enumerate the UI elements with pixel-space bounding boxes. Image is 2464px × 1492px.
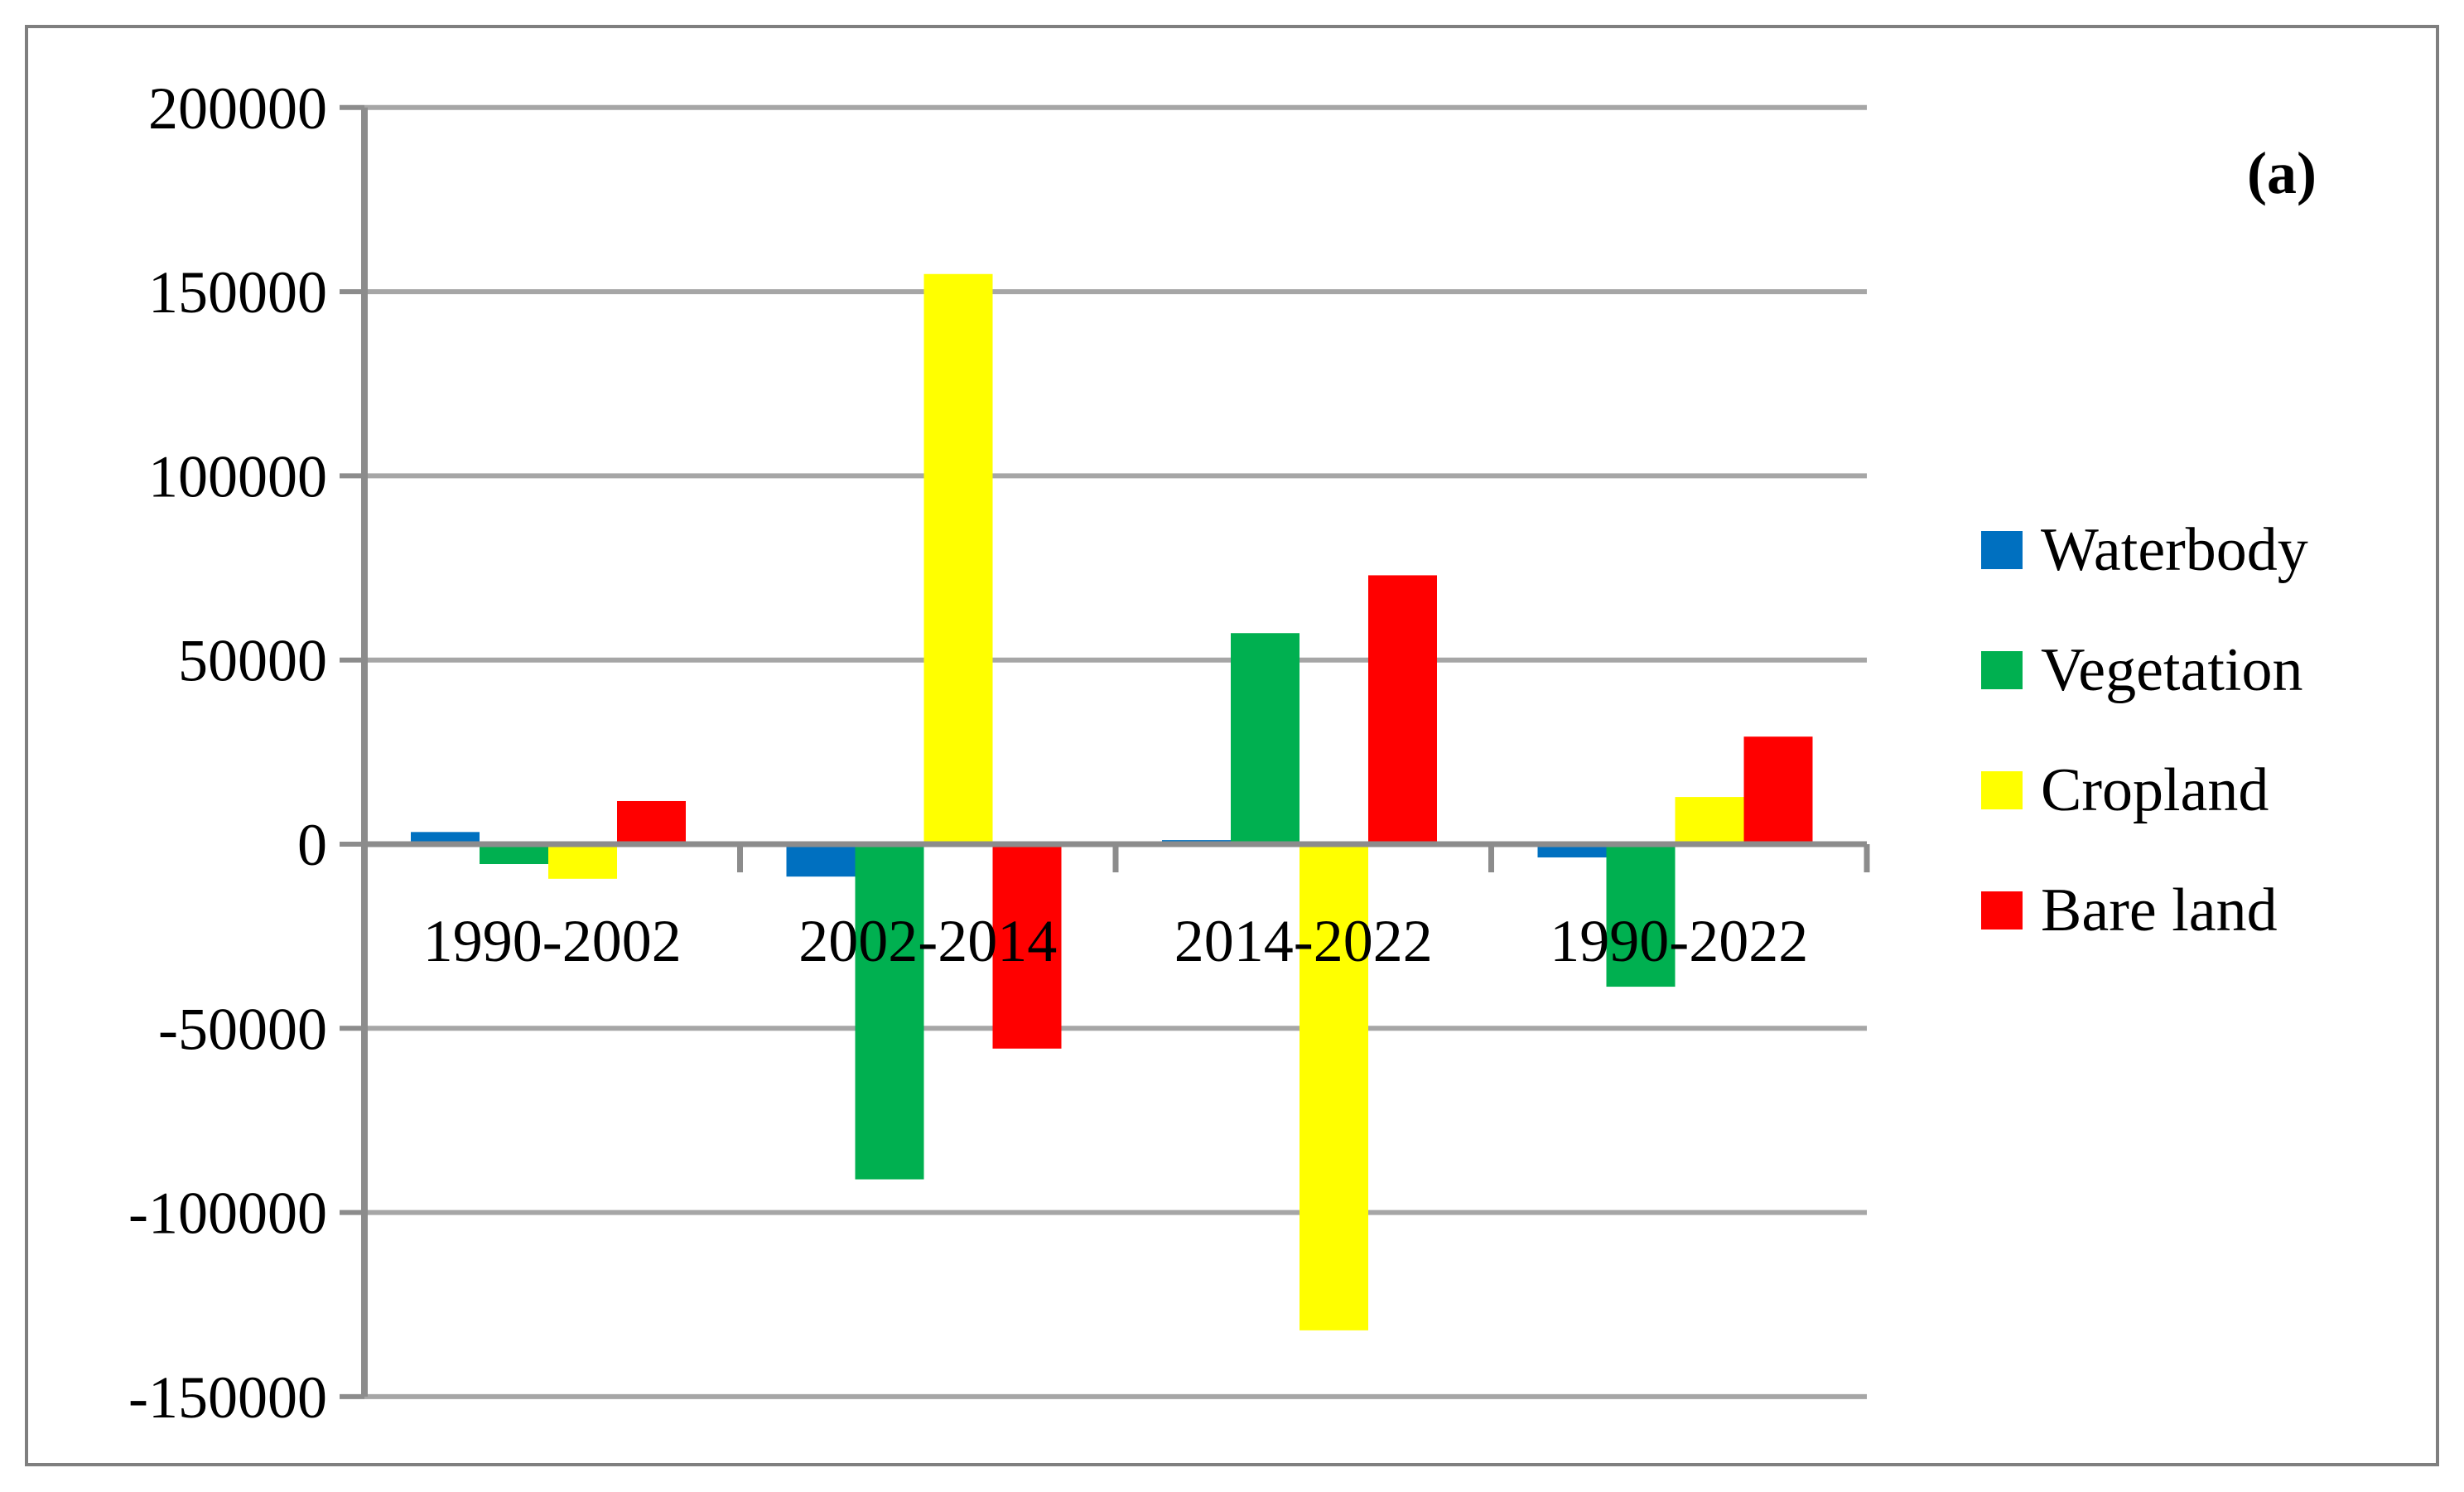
bar-cropland-1990-2002 [548, 844, 617, 879]
bar-vegetation-2002-2014 [855, 844, 924, 1180]
legend: Waterbody Vegetation Cropland Bare land [1981, 519, 2428, 1011]
bar-vegetation-1990-2002 [480, 844, 548, 865]
legend-label-cropland: Cropland [2041, 756, 2269, 824]
y-axis-label-200000: 200000 [148, 75, 327, 142]
bar-vegetation-2014-2022 [1231, 633, 1300, 844]
legend-label-vegetation: Vegetation [2041, 636, 2303, 704]
legend-swatch-waterbody [1981, 531, 2023, 569]
legend-item-cropland: Cropland [1981, 760, 2428, 821]
bar-bare-land-1990-2022 [1743, 736, 1813, 844]
bar-waterbody-2002-2014 [786, 844, 856, 877]
legend-item-vegetation: Vegetation [1981, 640, 2428, 701]
y-axis-label--100000: -100000 [128, 1181, 327, 1247]
y-axis-label-50000: 50000 [178, 628, 327, 694]
legend-label-bare-land: Bare land [2041, 876, 2278, 944]
legend-label-waterbody: Waterbody [2041, 516, 2308, 584]
x-axis-label-1990-2002: 1990-2002 [423, 908, 682, 974]
y-axis-label-100000: 100000 [148, 443, 327, 509]
x-axis-label-1990-2022: 1990-2022 [1550, 908, 1808, 974]
bar-bare-land-2002-2014 [992, 844, 1062, 1049]
legend-swatch-vegetation [1981, 651, 2023, 689]
legend-swatch-cropland [1981, 771, 2023, 809]
x-axis-label-2002-2014: 2002-2014 [798, 908, 1057, 974]
y-axis-label--150000: -150000 [128, 1364, 327, 1431]
y-axis-label-0: 0 [297, 812, 327, 878]
bar-cropland-2002-2014 [923, 273, 993, 845]
bar-bare-land-2014-2022 [1368, 575, 1437, 844]
bar-bare-land-1990-2002 [617, 800, 686, 844]
panel-label-a: (a) [2247, 140, 2317, 206]
legend-swatch-bare-land [1981, 891, 2023, 929]
y-axis-label--50000: -50000 [158, 996, 327, 1062]
bar-cropland-1990-2022 [1675, 797, 1744, 844]
bar-waterbody-1990-2022 [1537, 844, 1607, 858]
bar-vegetation-1990-2022 [1606, 844, 1676, 987]
bar-waterbody-1990-2002 [411, 832, 480, 844]
y-axis-label-150000: 150000 [148, 259, 327, 326]
legend-item-waterbody: Waterbody [1981, 519, 2428, 581]
bar-cropland-2014-2022 [1300, 844, 1368, 1330]
legend-item-bare-land: Bare land [1981, 880, 2428, 941]
x-axis-label-2014-2022: 2014-2022 [1174, 908, 1433, 974]
